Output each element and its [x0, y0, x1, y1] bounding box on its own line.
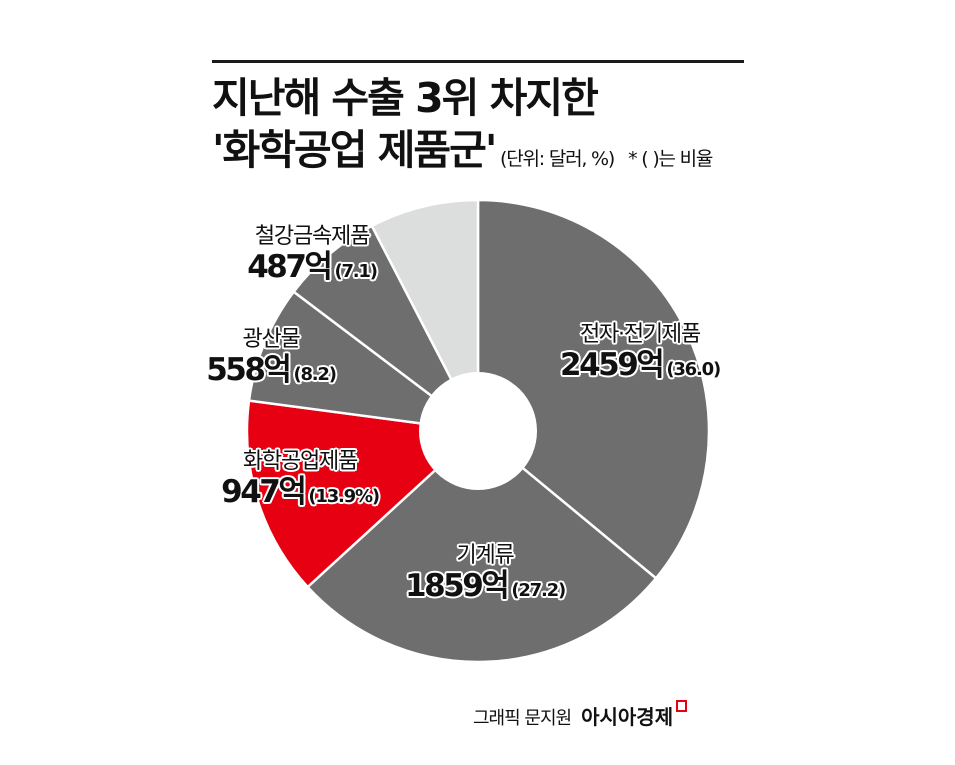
unit-note: (단위: 달러, %) * ( )는 비율	[500, 144, 713, 171]
brand-mark-icon	[676, 700, 688, 712]
pie-slice	[305, 429, 658, 664]
chart-title-line1: 지난해 수출 3위 차지한	[212, 74, 599, 122]
pie-slice	[247, 289, 483, 433]
pie-slice	[370, 198, 480, 432]
chart-title-line2: '화학공업 제품군'	[212, 126, 497, 174]
donut-slices	[245, 198, 711, 664]
credit-line: 그래픽 문지원 아시아경제	[473, 700, 688, 730]
label-machinery: 기계류 1859억 (27.2)	[405, 543, 566, 604]
pie-slice	[245, 399, 481, 589]
pie-slice	[476, 198, 711, 581]
donut-hole	[419, 372, 537, 490]
graphic-credit: 그래픽 문지원	[473, 708, 572, 729]
title-top-rule	[212, 60, 744, 63]
pie-slice	[291, 224, 480, 432]
label-minerals: 광산물 558억 (8.2)	[206, 327, 337, 388]
label-electronics: 전자·전기제품 2459억 (36.0)	[560, 322, 721, 383]
unit-text: (단위: 달러, %)	[500, 148, 615, 170]
brand-logo: 아시아경제	[581, 705, 674, 729]
label-chemical: 화학공업제품 947억 (13.9%)	[221, 449, 380, 510]
ratio-note: * ( )는 비율	[628, 148, 713, 170]
label-steel: 철강금속제품 487억 (7.1)	[247, 224, 378, 285]
